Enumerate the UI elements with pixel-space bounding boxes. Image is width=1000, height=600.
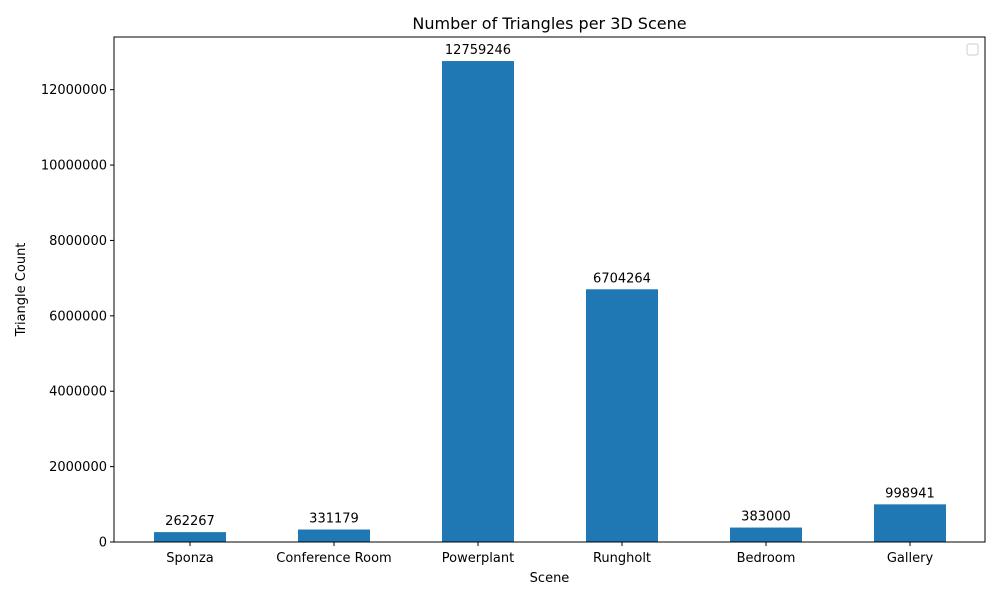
bar-conference-room (298, 529, 370, 542)
y-tick-label: 12000000 (41, 83, 107, 98)
plot-frame (113, 36, 986, 543)
data-labels-layer: 262267 331179 12759246 6704264 383000 998941 (165, 43, 935, 529)
y-tick-label: 0 (99, 536, 107, 551)
bar-powerplant (442, 61, 514, 542)
bar-gallery (874, 504, 946, 542)
x-tick-label: Bedroom (737, 551, 796, 566)
data-label: 262267 (165, 514, 215, 529)
data-label: 998941 (885, 486, 935, 501)
chart-title: Number of Triangles per 3D Scene (412, 14, 686, 33)
x-axis-title: Scene (530, 571, 570, 586)
data-label: 6704264 (593, 271, 651, 286)
data-label: 383000 (741, 510, 791, 525)
bar-sponza (154, 532, 226, 542)
data-label: 331179 (309, 512, 359, 527)
legend-box (966, 43, 979, 56)
x-tick-label: Powerplant (442, 551, 514, 566)
bar-rungholt (586, 289, 658, 542)
y-tick-label: 8000000 (49, 234, 107, 249)
bars-layer (154, 61, 946, 542)
y-tick-label: 2000000 (49, 460, 107, 475)
y-tick-label: 6000000 (49, 309, 107, 324)
y-axis-title: Triangle Count (14, 243, 29, 338)
ticks-layer: Sponza Conference Room Powerplant Rungholt B… (41, 83, 934, 566)
x-tick-label: Conference Room (276, 551, 391, 566)
x-tick-label: Rungholt (593, 551, 651, 566)
x-tick-label: Gallery (887, 551, 934, 566)
x-tick-label: Sponza (166, 551, 214, 566)
y-tick-label: 10000000 (41, 159, 107, 174)
data-label: 12759246 (445, 43, 511, 58)
y-tick-label: 4000000 (49, 385, 107, 400)
bar-bedroom (730, 527, 802, 542)
